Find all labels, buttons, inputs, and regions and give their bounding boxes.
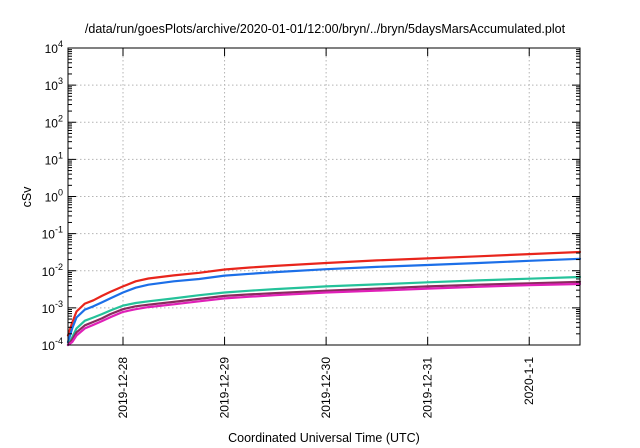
series-lines	[66, 250, 582, 347]
y-tick-labels: 10-4 10-3 10-2 10-1 100 101 102 103 104	[42, 39, 63, 353]
grid	[68, 48, 580, 345]
x-tick-label: 2019-12-29	[218, 357, 232, 419]
series-line-1	[66, 250, 582, 337]
y-tick-label: 10-3	[42, 299, 63, 316]
chart-title: /data/run/goesPlots/archive/2020-01-01/1…	[85, 22, 566, 36]
y-tick-label: 10-2	[42, 262, 63, 279]
y-tick-label: 102	[45, 113, 63, 130]
y-tick-label: 104	[45, 39, 63, 56]
y-tick-label: 101	[45, 150, 63, 167]
series-line-3	[66, 275, 582, 347]
x-tick-labels: 2019-12-28 2019-12-29 2019-12-30 2019-12-31…	[116, 357, 536, 419]
series-line-2	[66, 257, 582, 344]
x-axis-title: Coordinated Universal Time (UTC)	[228, 431, 420, 445]
y-axis-title: cSv	[20, 186, 34, 208]
x-tick-label: 2020-1-1	[522, 357, 536, 405]
y-tick-label: 10-1	[42, 225, 63, 242]
y-tick-label: 100	[45, 188, 63, 205]
x-tick-label: 2019-12-28	[116, 357, 130, 419]
y-tick-label: 10-4	[42, 336, 63, 353]
y-tick-label: 103	[45, 76, 63, 93]
x-tick-label: 2019-12-31	[421, 357, 435, 419]
axis-ticks	[68, 47, 580, 346]
series-line-5	[66, 282, 582, 347]
x-tick-label: 2019-12-30	[319, 357, 333, 419]
series-line-4	[66, 280, 582, 347]
